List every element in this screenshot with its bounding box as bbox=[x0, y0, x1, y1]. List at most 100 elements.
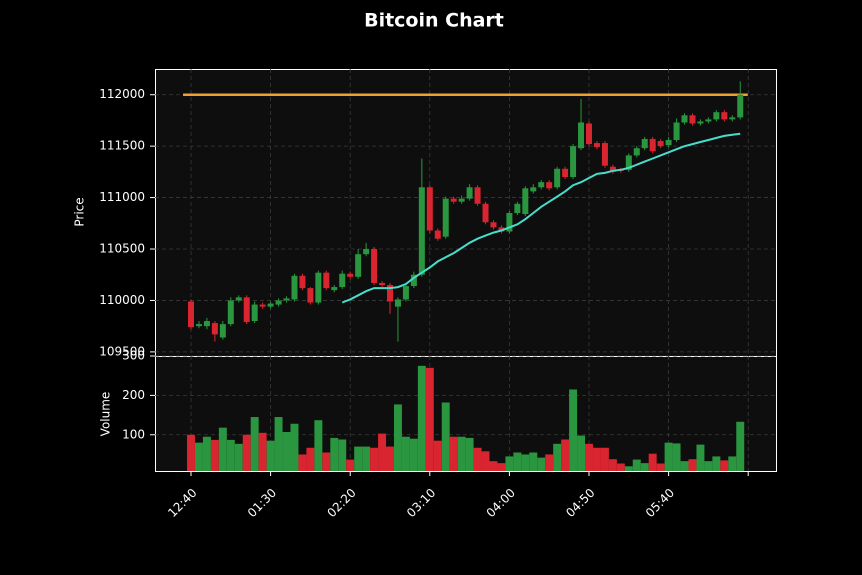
volume-bar bbox=[640, 463, 649, 471]
volume-bar bbox=[632, 459, 641, 471]
candle-body bbox=[729, 117, 736, 120]
candle-body bbox=[689, 115, 696, 124]
candle-body bbox=[243, 297, 250, 323]
volume-bar bbox=[393, 404, 402, 471]
price-panel bbox=[155, 69, 777, 357]
candle-body bbox=[291, 275, 298, 300]
volume-bar bbox=[529, 452, 538, 471]
candle-body bbox=[657, 141, 664, 147]
volume-bar bbox=[513, 452, 522, 471]
y-tick-label: 111000 bbox=[99, 190, 145, 204]
candle-body bbox=[219, 324, 226, 338]
volume-bar bbox=[505, 456, 514, 471]
volume-bar bbox=[561, 439, 570, 471]
volume-bar bbox=[600, 447, 609, 471]
volume-bar bbox=[187, 434, 195, 471]
volume-bar bbox=[330, 437, 339, 471]
candle-body bbox=[554, 168, 561, 188]
volume-bar bbox=[234, 443, 243, 471]
candle-body bbox=[283, 298, 290, 301]
candle-body bbox=[203, 321, 210, 327]
y-tick-label: 112000 bbox=[99, 87, 145, 101]
candle-body bbox=[609, 166, 616, 172]
candle-body bbox=[267, 303, 274, 307]
candle-body bbox=[323, 272, 330, 289]
candle-body bbox=[251, 304, 258, 322]
volume-bar bbox=[656, 463, 665, 471]
volume-bar bbox=[616, 463, 625, 471]
volume-bar bbox=[465, 437, 474, 471]
candle-body bbox=[410, 274, 417, 287]
volume-bar bbox=[696, 444, 705, 471]
moving-average-line bbox=[341, 132, 741, 304]
candle-body bbox=[514, 203, 521, 214]
candle-body bbox=[275, 300, 282, 305]
candle-body bbox=[562, 168, 569, 178]
volume-axis-label: Volume bbox=[99, 392, 113, 437]
volume-bar bbox=[545, 454, 554, 471]
candle-body bbox=[665, 139, 672, 146]
volume-bar bbox=[386, 446, 394, 471]
volume-bar bbox=[648, 453, 657, 471]
candle-body bbox=[371, 249, 378, 283]
candle-body bbox=[697, 121, 704, 124]
volume-bar bbox=[250, 417, 259, 471]
volume-bar bbox=[664, 442, 673, 471]
volume-bar bbox=[266, 440, 275, 471]
volume-bar bbox=[688, 459, 697, 471]
volume-tick-label: 200 bbox=[122, 388, 145, 402]
volume-bar bbox=[346, 459, 355, 471]
candle-body bbox=[450, 198, 457, 202]
volume-bar bbox=[736, 421, 745, 471]
candle-body bbox=[188, 301, 194, 328]
volume-bar bbox=[282, 432, 291, 471]
candle-body bbox=[649, 138, 656, 152]
y-tick-label: 110500 bbox=[99, 242, 145, 256]
candle-body bbox=[394, 299, 401, 307]
y-tick-label: 110000 bbox=[99, 293, 145, 307]
volume-bar bbox=[592, 447, 601, 471]
volume-bar bbox=[473, 447, 482, 471]
volume-bar bbox=[226, 439, 235, 471]
volume-bar bbox=[218, 427, 227, 471]
volume-bar bbox=[457, 436, 466, 471]
volume-bar bbox=[354, 446, 363, 471]
volume-bar bbox=[338, 439, 347, 471]
candle-body bbox=[442, 198, 449, 237]
volume-bar bbox=[202, 436, 211, 471]
candle-body bbox=[482, 203, 489, 223]
volume-bar bbox=[433, 440, 442, 471]
volume-bar bbox=[314, 420, 323, 471]
candle-body bbox=[705, 119, 712, 122]
candle-body bbox=[211, 323, 218, 335]
chart-title: Bitcoin Chart bbox=[364, 10, 504, 32]
volume-bar bbox=[274, 417, 283, 471]
candle-body bbox=[578, 122, 585, 149]
volume-bar bbox=[569, 389, 578, 471]
candle-body bbox=[737, 94, 744, 118]
volume-bar bbox=[441, 402, 450, 471]
volume-bar bbox=[608, 459, 617, 471]
volume-bar bbox=[585, 443, 593, 471]
volume-bar bbox=[425, 367, 434, 471]
volume-bar bbox=[624, 466, 633, 471]
volume-bar bbox=[481, 451, 490, 471]
candle-body bbox=[570, 146, 577, 178]
candle-body bbox=[593, 143, 600, 148]
volume-bar bbox=[712, 456, 721, 471]
candle-body bbox=[713, 112, 720, 120]
candle-body bbox=[673, 122, 680, 140]
candle-body bbox=[474, 187, 481, 204]
candle-body bbox=[490, 222, 497, 228]
candle-body bbox=[331, 287, 338, 291]
volume-bar bbox=[298, 454, 307, 471]
volume-bar bbox=[306, 447, 315, 471]
candle-body bbox=[530, 187, 537, 192]
volume-bar bbox=[672, 443, 681, 471]
volume-bar bbox=[290, 423, 299, 471]
volume-bar bbox=[194, 442, 203, 471]
volume-tick-label: 300 bbox=[122, 349, 145, 363]
candle-body bbox=[227, 300, 234, 325]
candle-body bbox=[379, 282, 386, 286]
